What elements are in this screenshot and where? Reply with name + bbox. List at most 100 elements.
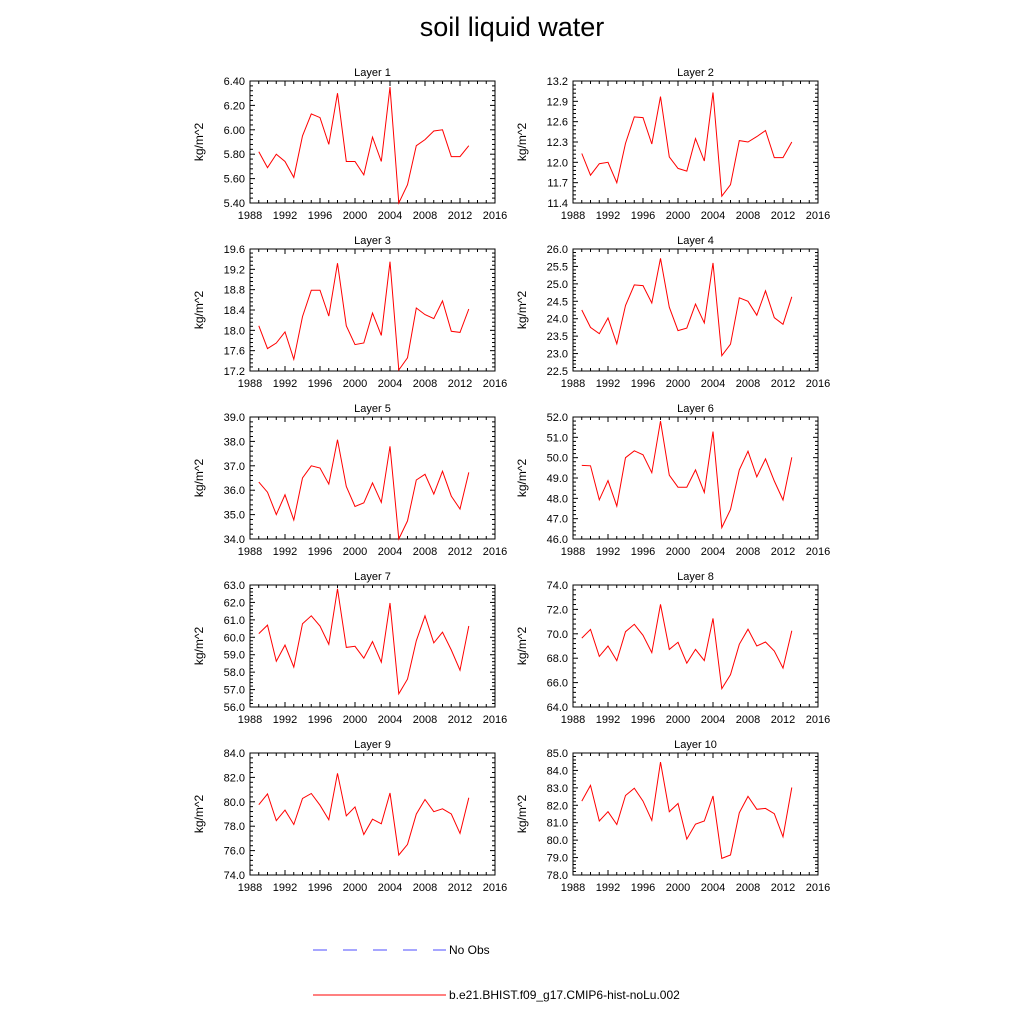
panel7-ytick-label: 61.0	[224, 615, 245, 627]
panel8-series-line	[581, 604, 793, 691]
panel2-ytick-label: 12.3	[547, 137, 568, 149]
panel6-ytick-label: 47.0	[547, 514, 568, 526]
panel1-ytick-label: 6.20	[224, 100, 245, 112]
panel4-ytick-label: 25.5	[547, 261, 568, 273]
panel3-xtick-label: 1992	[273, 378, 297, 390]
panel5-xtick-label: 2000	[343, 546, 367, 558]
panel6-ytick-label: 50.0	[547, 453, 568, 465]
panel4-ytick-label: 24.0	[547, 314, 568, 326]
panel4-ytick-label: 22.5	[547, 366, 568, 378]
legend-label-no-obs: No Obs	[449, 943, 490, 957]
panel9-xtick-label: 2000	[343, 882, 367, 894]
panel2-xtick-label: 2012	[771, 210, 795, 222]
panel9-xtick-label: 1992	[273, 882, 297, 894]
panel10-ytick-label: 82.0	[547, 800, 568, 812]
panel6-ytick-label: 51.0	[547, 432, 568, 444]
panel7-ylabel: kg/m^2	[192, 627, 206, 666]
panel3-ylabel: kg/m^2	[192, 291, 206, 330]
panel10-ytick-label: 81.0	[547, 818, 568, 830]
panel9-ylabel: kg/m^2	[192, 795, 206, 834]
panel3-xtick-label: 2016	[483, 378, 507, 390]
panel1-xtick-label: 1988	[238, 210, 262, 222]
panel3-title: Layer 3	[354, 235, 391, 247]
panel4-ytick-label: 23.0	[547, 349, 568, 361]
panel10-xtick-label: 2016	[806, 882, 830, 894]
panel5-xtick-label: 1992	[273, 546, 297, 558]
panel2-xtick-label: 1996	[631, 210, 655, 222]
panel8-ytick-label: 64.0	[547, 702, 568, 714]
panel2-ytick-label: 11.7	[547, 178, 568, 190]
panel4-series-line	[581, 258, 793, 358]
panel9-xtick-label: 1996	[308, 882, 332, 894]
panel7-xtick-label: 2000	[343, 714, 367, 726]
panel6-xtick-label: 2016	[806, 546, 830, 558]
legend-label-model: b.e21.BHIST.f09_g17.CMIP6-hist-noLu.002	[449, 988, 680, 1002]
panel1-ylabel: kg/m^2	[192, 123, 206, 162]
panel2-series-line	[581, 92, 793, 198]
panel2-ytick-label: 12.9	[547, 96, 568, 108]
panel6-xtick-label: 1988	[561, 546, 585, 558]
panel5-title: Layer 5	[354, 403, 391, 415]
panel8-xtick-label: 2008	[736, 714, 760, 726]
panel7-xtick-label: 1992	[273, 714, 297, 726]
panel9-ytick-label: 74.0	[224, 870, 245, 882]
panel7-ytick-label: 58.0	[224, 667, 245, 679]
panel1-xtick-label: 1992	[273, 210, 297, 222]
panel6-series-line	[581, 421, 793, 530]
panel10-series-line	[581, 762, 793, 860]
panel3-xtick-label: 2000	[343, 378, 367, 390]
panel3-xtick-label: 2008	[413, 378, 437, 390]
panel1-ytick-label: 5.80	[224, 149, 245, 161]
panel10-xtick-label: 1988	[561, 882, 585, 894]
panel8-xtick-label: 2004	[701, 714, 725, 726]
panel10-ytick-label: 84.0	[547, 765, 568, 777]
panel4-xtick-label: 2008	[736, 378, 760, 390]
panel8-ytick-label: 70.0	[547, 629, 568, 641]
panel4-xtick-label: 2016	[806, 378, 830, 390]
panel7-xtick-label: 2008	[413, 714, 437, 726]
panel9-ytick-label: 82.0	[224, 772, 245, 784]
panel3-xtick-label: 2004	[378, 378, 402, 390]
panel9-title: Layer 9	[354, 739, 391, 751]
panel1-xtick-label: 1996	[308, 210, 332, 222]
panel10-ytick-label: 80.0	[547, 835, 568, 847]
panel4-xtick-label: 2012	[771, 378, 795, 390]
panel3-ytick-label: 18.4	[224, 305, 245, 317]
panel2-xtick-label: 2000	[666, 210, 690, 222]
panel8-frame	[572, 584, 819, 708]
panel2-xtick-label: 2004	[701, 210, 725, 222]
panel6-xtick-label: 1992	[596, 546, 620, 558]
panel8-title: Layer 8	[677, 571, 714, 583]
panel5-xtick-label: 2016	[483, 546, 507, 558]
panel6-xtick-label: 2004	[701, 546, 725, 558]
panel7-ytick-label: 63.0	[224, 580, 245, 592]
panel4-frame	[572, 248, 819, 372]
panel7-ytick-label: 59.0	[224, 650, 245, 662]
panel1-title: Layer 1	[354, 67, 391, 79]
panel3-ytick-label: 19.6	[224, 244, 245, 256]
panel2-ytick-label: 11.4	[547, 198, 568, 210]
panel5-frame	[249, 416, 496, 540]
panel7-ytick-label: 57.0	[224, 685, 245, 697]
panel9-ytick-label: 84.0	[224, 748, 245, 760]
panel7-ytick-label: 56.0	[224, 702, 245, 714]
panel9-ytick-label: 80.0	[224, 797, 245, 809]
panel2-xtick-label: 1988	[561, 210, 585, 222]
panel6-ytick-label: 49.0	[547, 473, 568, 485]
panel10-xtick-label: 2012	[771, 882, 795, 894]
panel10-xtick-label: 1996	[631, 882, 655, 894]
panel9-frame	[249, 752, 496, 876]
panel8-xtick-label: 1996	[631, 714, 655, 726]
panel6-xtick-label: 2008	[736, 546, 760, 558]
panel8-xtick-label: 1992	[596, 714, 620, 726]
panel7-title: Layer 7	[354, 571, 391, 583]
panel2-ylabel: kg/m^2	[515, 123, 529, 162]
panel10-xtick-label: 2000	[666, 882, 690, 894]
panel2-xtick-label: 2008	[736, 210, 760, 222]
panel9-xtick-label: 1988	[238, 882, 262, 894]
panel2-xtick-label: 2016	[806, 210, 830, 222]
panel6-ytick-label: 46.0	[547, 534, 568, 546]
panel9-xtick-label: 2012	[448, 882, 472, 894]
panel10-ytick-label: 78.0	[547, 870, 568, 882]
panel5-xtick-label: 2004	[378, 546, 402, 558]
